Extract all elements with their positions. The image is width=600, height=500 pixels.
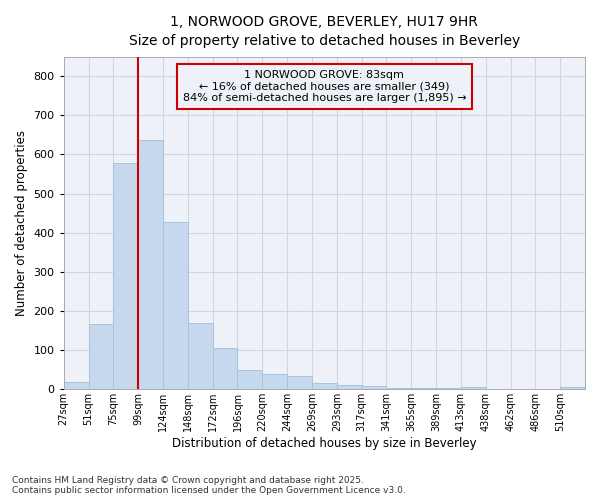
Bar [461, 388, 486, 390]
Bar [411, 388, 436, 390]
Bar [138, 140, 163, 390]
Bar [188, 323, 212, 390]
Bar [163, 222, 188, 390]
Bar [337, 386, 362, 390]
Bar [436, 388, 461, 390]
Bar [362, 386, 386, 390]
Bar [89, 324, 113, 390]
Y-axis label: Number of detached properties: Number of detached properties [15, 130, 28, 316]
Text: Contains HM Land Registry data © Crown copyright and database right 2025.
Contai: Contains HM Land Registry data © Crown c… [12, 476, 406, 495]
Bar [238, 370, 262, 390]
Bar [560, 388, 585, 390]
Text: 1 NORWOOD GROVE: 83sqm
← 16% of detached houses are smaller (349)
84% of semi-de: 1 NORWOOD GROVE: 83sqm ← 16% of detached… [182, 70, 466, 103]
Bar [64, 382, 89, 390]
Title: 1, NORWOOD GROVE, BEVERLEY, HU17 9HR
Size of property relative to detached house: 1, NORWOOD GROVE, BEVERLEY, HU17 9HR Siz… [129, 15, 520, 48]
Bar [312, 384, 337, 390]
Bar [113, 164, 138, 390]
Bar [212, 348, 238, 390]
Bar [287, 376, 312, 390]
Bar [386, 388, 411, 390]
Bar [262, 374, 287, 390]
X-axis label: Distribution of detached houses by size in Beverley: Distribution of detached houses by size … [172, 437, 476, 450]
